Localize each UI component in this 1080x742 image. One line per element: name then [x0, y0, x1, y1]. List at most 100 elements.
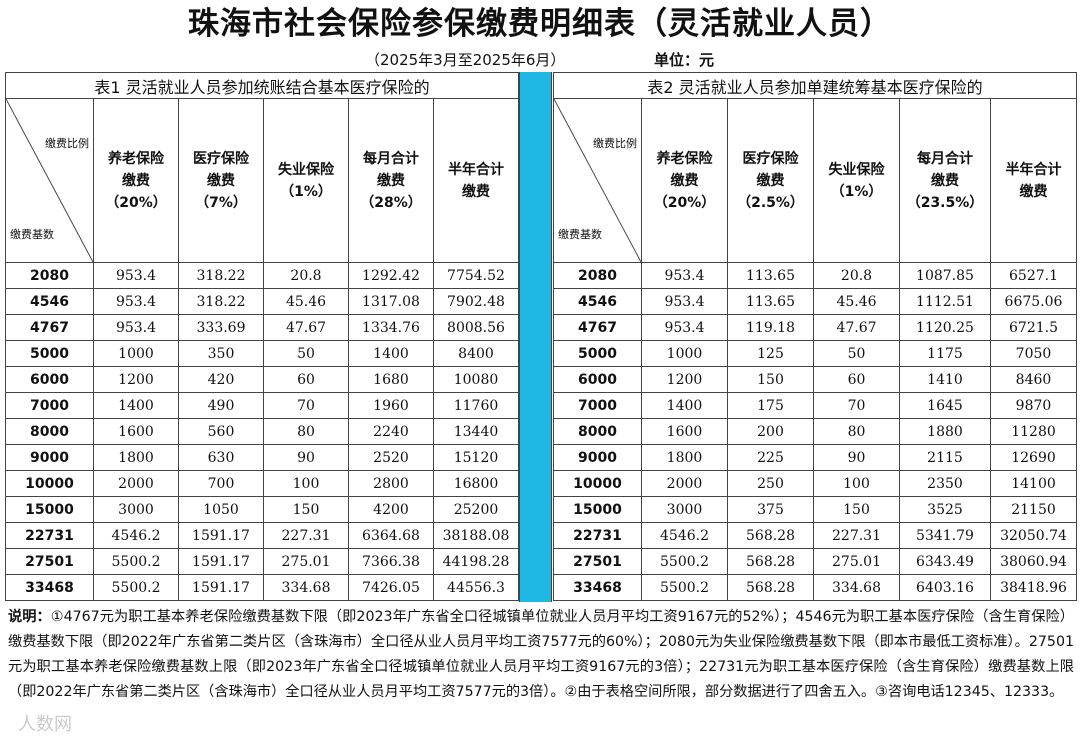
value-cell: 1087.85	[899, 262, 991, 289]
value-cell: 50	[263, 340, 349, 367]
table-row: 2080 953.4 113.65 20.8 1087.85 6527.1	[553, 262, 1077, 289]
base-cell: 4767	[553, 314, 642, 341]
ratio-label: 缴费比例	[593, 137, 637, 150]
base-cell: 27501	[553, 548, 642, 575]
value-cell: 2000	[93, 470, 179, 497]
value-cell: 1000	[641, 340, 728, 367]
value-cell: 125	[727, 340, 814, 367]
value-cell: 7366.38	[348, 548, 434, 575]
value-cell: 2240	[348, 418, 434, 445]
value-cell: 60	[263, 366, 349, 393]
base-label: 缴费基数	[10, 228, 54, 241]
base-cell: 4546	[5, 288, 94, 315]
value-cell: 1800	[93, 444, 179, 471]
value-cell: 90	[813, 444, 900, 471]
value-cell: 953.4	[93, 262, 179, 289]
notes: 说明：①4767元为职工基本养老保险缴费基数下限（即2023年广东省全口径城镇单…	[8, 605, 1074, 705]
value-cell: 1200	[641, 366, 728, 393]
value-cell: 7902.48	[433, 288, 519, 315]
value-cell: 1175	[899, 340, 991, 367]
header-medical: 医疗保险 缴费 （7%）	[178, 98, 264, 263]
watermark: 人数网	[18, 714, 72, 735]
base-cell: 10000	[5, 470, 94, 497]
table-row: 4767 953.4 119.18 47.67 1120.25 6721.5	[553, 314, 1077, 341]
table-row: 10000 2000 250 100 2350 14100	[553, 470, 1077, 497]
table-row: 8000 1600 560 80 2240 13440	[5, 418, 519, 445]
table-row: 4546 953.4 113.65 45.46 1112.51 6675.06	[553, 288, 1077, 315]
value-cell: 1200	[93, 366, 179, 393]
value-cell: 1600	[641, 418, 728, 445]
value-cell: 38418.96	[990, 574, 1077, 601]
value-cell: 5500.2	[93, 574, 179, 601]
table-row: 15000 3000 375 150 3525 21150	[553, 496, 1077, 523]
table-2-caption: 表2 灵活就业人员参加单建统筹基本医疗保险的	[553, 72, 1077, 99]
base-cell: 15000	[5, 496, 94, 523]
value-cell: 3000	[93, 496, 179, 523]
value-cell: 375	[727, 496, 814, 523]
value-cell: 6343.49	[899, 548, 991, 575]
value-cell: 50	[813, 340, 900, 367]
value-cell: 7426.05	[348, 574, 434, 601]
value-cell: 47.67	[263, 314, 349, 341]
base-cell: 7000	[553, 392, 642, 419]
value-cell: 250	[727, 470, 814, 497]
base-cell: 7000	[5, 392, 94, 419]
value-cell: 1591.17	[178, 574, 264, 601]
base-cell: 33468	[553, 574, 642, 601]
fee-sheet: 表1 灵活就业人员参加统账结合基本医疗保险的 缴费比例 缴费基数 养老保险 缴费（…	[5, 72, 1077, 602]
value-cell: 80	[813, 418, 900, 445]
value-cell: 100	[813, 470, 900, 497]
base-cell: 6000	[5, 366, 94, 393]
value-cell: 9870	[990, 392, 1077, 419]
table-row: 22731 4546.2 568.28 227.31 5341.79 32050.74	[553, 522, 1077, 549]
value-cell: 953.4	[93, 314, 179, 341]
value-cell: 175	[727, 392, 814, 419]
table-row: 2080 953.4 318.22 20.8 1292.42 7754.52	[5, 262, 519, 289]
header-pension: 养老保险 缴费 （20%）	[93, 98, 179, 263]
table-row: 27501 5500.2 568.28 275.01 6343.49 38060.94	[553, 548, 1077, 575]
table-1-header: 缴费比例 缴费基数 养老保险 缴费 （20%） 医疗保险 缴费 （7%） 失业保险 （1%…	[5, 98, 519, 263]
ratio-label: 缴费比例	[45, 137, 89, 150]
value-cell: 2000	[641, 470, 728, 497]
value-cell: 333.69	[178, 314, 264, 341]
value-cell: 100	[263, 470, 349, 497]
value-cell: 568.28	[727, 548, 814, 575]
table-row: 5000 1000 125 50 1175 7050	[553, 340, 1077, 367]
page-title: 珠海市社会保险参保缴费明细表（灵活就业人员）	[188, 6, 892, 42]
table-row: 7000 1400 175 70 1645 9870	[553, 392, 1077, 419]
table-row: 15000 3000 1050 150 4200 25200	[5, 496, 519, 523]
table-row: 4546 953.4 318.22 45.46 1317.08 7902.48	[5, 288, 519, 315]
base-cell: 2080	[5, 262, 94, 289]
value-cell: 1800	[641, 444, 728, 471]
base-cell: 22731	[5, 522, 94, 549]
value-cell: 6721.5	[990, 314, 1077, 341]
value-cell: 44198.28	[433, 548, 519, 575]
value-cell: 113.65	[727, 288, 814, 315]
value-cell: 6364.68	[348, 522, 434, 549]
value-cell: 2520	[348, 444, 434, 471]
value-cell: 953.4	[641, 262, 728, 289]
value-cell: 1050	[178, 496, 264, 523]
value-cell: 1317.08	[348, 288, 434, 315]
value-cell: 14100	[990, 470, 1077, 497]
value-cell: 6527.1	[990, 262, 1077, 289]
value-cell: 38188.08	[433, 522, 519, 549]
value-cell: 20.8	[263, 262, 349, 289]
value-cell: 20.8	[813, 262, 900, 289]
value-cell: 334.68	[813, 574, 900, 601]
value-cell: 119.18	[727, 314, 814, 341]
base-cell: 10000	[553, 470, 642, 497]
value-cell: 560	[178, 418, 264, 445]
value-cell: 1645	[899, 392, 991, 419]
table-row: 6000 1200 420 60 1680 10080	[5, 366, 519, 393]
value-cell: 275.01	[813, 548, 900, 575]
value-cell: 80	[263, 418, 349, 445]
value-cell: 4546.2	[641, 522, 728, 549]
table-row: 33468 5500.2 1591.17 334.68 7426.05 44556.3	[5, 574, 519, 601]
value-cell: 38060.94	[990, 548, 1077, 575]
value-cell: 6675.06	[990, 288, 1077, 315]
value-cell: 5500.2	[93, 548, 179, 575]
value-cell: 10080	[433, 366, 519, 393]
base-cell: 22731	[553, 522, 642, 549]
value-cell: 318.22	[178, 262, 264, 289]
